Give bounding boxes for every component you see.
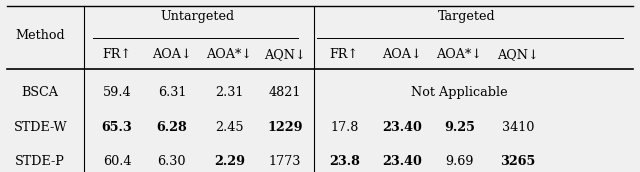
Text: 23.40: 23.40 <box>382 155 422 168</box>
Text: AOA*↓: AOA*↓ <box>436 48 482 61</box>
Text: AQN↓: AQN↓ <box>497 48 539 61</box>
Text: 17.8: 17.8 <box>330 121 358 134</box>
Text: Targeted: Targeted <box>438 10 496 23</box>
Text: 2.31: 2.31 <box>215 86 243 99</box>
Text: 2.45: 2.45 <box>215 121 244 134</box>
Text: 60.4: 60.4 <box>102 155 131 168</box>
Text: Method: Method <box>15 29 65 42</box>
Text: AOA↓: AOA↓ <box>152 48 191 61</box>
Text: Not Applicable: Not Applicable <box>411 86 508 99</box>
Text: 59.4: 59.4 <box>102 86 131 99</box>
Text: AOA↓: AOA↓ <box>382 48 422 61</box>
Text: 23.8: 23.8 <box>329 155 360 168</box>
Text: AQN↓: AQN↓ <box>264 48 306 61</box>
Text: 2.29: 2.29 <box>214 155 245 168</box>
Text: AOA*↓: AOA*↓ <box>206 48 252 61</box>
Text: 3265: 3265 <box>500 155 536 168</box>
Text: 1773: 1773 <box>269 155 301 168</box>
Text: STDE-P: STDE-P <box>15 155 65 168</box>
Text: FR↑: FR↑ <box>102 48 131 61</box>
Text: 4821: 4821 <box>269 86 301 99</box>
Text: 6.28: 6.28 <box>156 121 188 134</box>
Text: BSCA: BSCA <box>22 86 59 99</box>
Text: 1229: 1229 <box>267 121 303 134</box>
Text: Untargeted: Untargeted <box>161 10 234 23</box>
Text: FR↑: FR↑ <box>330 48 359 61</box>
Text: 9.69: 9.69 <box>445 155 474 168</box>
Text: 23.40: 23.40 <box>382 121 422 134</box>
Text: 65.3: 65.3 <box>102 121 132 134</box>
Text: 9.25: 9.25 <box>444 121 475 134</box>
Text: STDE-W: STDE-W <box>13 121 67 134</box>
Text: 3410: 3410 <box>502 121 534 134</box>
Text: 6.30: 6.30 <box>157 155 186 168</box>
Text: 6.31: 6.31 <box>157 86 186 99</box>
